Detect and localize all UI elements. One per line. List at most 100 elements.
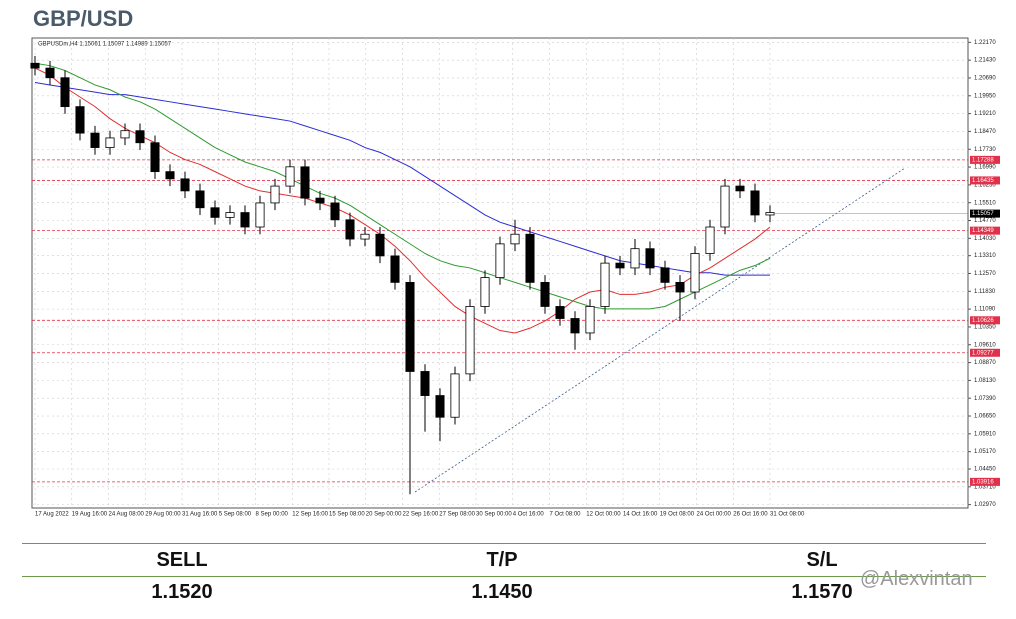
x-tick-label: 7 Oct 08:00 — [550, 512, 582, 518]
candle-body — [660, 267, 670, 283]
candle-body — [750, 190, 760, 216]
candle-body — [705, 226, 715, 254]
trendline — [414, 167, 906, 493]
x-tick-label: 20 Sep 00:00 — [366, 512, 402, 518]
level-label: 1.10626 — [972, 318, 994, 324]
candle-body — [585, 306, 595, 334]
candle-body — [600, 262, 610, 307]
candle-body — [480, 277, 490, 307]
candle-body — [120, 130, 130, 139]
candle-body — [90, 132, 100, 148]
candle-body — [255, 202, 265, 228]
y-tick-label: 1.08130 — [974, 378, 996, 384]
y-tick-label: 1.13310 — [974, 253, 996, 259]
x-tick-label: 12 Oct 00:00 — [586, 512, 621, 518]
x-tick-label: 24 Oct 00:00 — [697, 512, 732, 518]
chart-title: GBP/USD — [33, 6, 133, 31]
x-tick-label: 26 Oct 16:00 — [733, 512, 768, 518]
trade-value: 1.1520 — [151, 581, 213, 603]
candle-body — [135, 130, 145, 144]
level-label: 1.17288 — [972, 157, 994, 163]
x-tick-label: 14 Oct 16:00 — [623, 512, 658, 518]
candle-body — [240, 212, 250, 228]
moving-average — [34, 62, 771, 310]
x-tick-label: 29 Aug 00:00 — [145, 512, 181, 518]
candle-body — [225, 212, 235, 218]
y-tick-label: 1.07390 — [974, 396, 996, 402]
y-tick-label: 1.04450 — [974, 467, 996, 473]
y-tick-label: 1.14030 — [974, 236, 996, 242]
candle-body — [300, 166, 310, 199]
x-tick-label: 24 Aug 08:00 — [109, 512, 145, 518]
table-rule — [22, 543, 986, 544]
candle-body — [615, 262, 625, 269]
y-tick-label: 1.22170 — [974, 40, 996, 46]
candle-body — [285, 166, 295, 187]
candle-body — [105, 137, 115, 148]
level-box — [970, 348, 1000, 357]
y-tick-label: 1.02970 — [974, 502, 996, 508]
trade-value: 1.1570 — [791, 581, 853, 603]
y-tick-label: 1.05170 — [974, 449, 996, 455]
y-tick-label: 1.15510 — [974, 200, 996, 206]
candle-body — [735, 185, 745, 192]
candle-body — [405, 281, 415, 372]
level-box — [970, 477, 1000, 486]
y-tick-label: 1.05910 — [974, 431, 996, 437]
candle-body — [375, 233, 385, 257]
x-tick-label: 19 Oct 08:00 — [660, 512, 695, 518]
x-tick-label: 27 Sep 08:00 — [439, 512, 475, 518]
candle-body — [150, 142, 160, 173]
trade-value: 1.1450 — [471, 581, 533, 603]
x-tick-label: 12 Sep 16:00 — [292, 512, 328, 518]
candle-body — [720, 185, 730, 228]
x-tick-label: 15 Sep 08:00 — [329, 512, 365, 518]
y-tick-label: 1.19950 — [974, 93, 996, 99]
x-tick-label: 4 Oct 16:00 — [513, 512, 545, 518]
x-tick-label: 19 Aug 16:00 — [72, 512, 108, 518]
y-tick-label: 1.06650 — [974, 414, 996, 420]
level-label: 1.16435 — [972, 178, 994, 184]
level-label: 1.14349 — [972, 228, 994, 234]
y-tick-label: 1.11090 — [974, 307, 996, 313]
candle-body — [330, 202, 340, 221]
x-tick-label: 30 Sep 00:00 — [476, 512, 512, 518]
candle-body — [165, 171, 175, 180]
y-tick-label: 1.21430 — [974, 58, 996, 64]
y-tick-label: 1.16990 — [974, 165, 996, 171]
y-tick-label: 1.08870 — [974, 360, 996, 366]
candle-body — [570, 318, 580, 334]
candle-body — [435, 395, 445, 418]
candle-body — [195, 190, 205, 209]
candle-body — [675, 281, 685, 293]
y-tick-label: 1.20690 — [974, 76, 996, 82]
price-box — [970, 209, 1000, 218]
candle-body — [270, 185, 280, 204]
candle-body — [555, 306, 565, 319]
candle-body — [180, 178, 190, 192]
y-tick-label: 1.16250 — [974, 182, 996, 188]
candle-body — [390, 255, 400, 283]
level-box — [970, 316, 1000, 325]
x-tick-label: 22 Sep 16:00 — [403, 512, 439, 518]
watermark: @Alexvintan — [860, 568, 973, 590]
candle-body — [45, 67, 55, 79]
candle-body — [30, 62, 40, 69]
trade-header: S/L — [806, 549, 838, 571]
candle-body — [420, 371, 430, 396]
candle-body — [525, 233, 535, 283]
x-tick-label: 5 Sep 08:00 — [219, 512, 252, 518]
table-rule — [22, 576, 986, 577]
chart-header: GBPUSDm,H4 1.15061 1.15097 1.14989 1.150… — [38, 42, 172, 48]
y-tick-label: 1.14770 — [974, 218, 996, 224]
y-tick-label: 1.12570 — [974, 271, 996, 277]
candle-body — [645, 248, 655, 269]
x-tick-label: 8 Sep 00:00 — [256, 512, 289, 518]
y-tick-label: 1.10350 — [974, 325, 996, 331]
level-label: 1.09277 — [972, 350, 994, 356]
level-label: 1.03916 — [972, 479, 994, 485]
y-tick-label: 1.17730 — [974, 147, 996, 153]
candle-body — [60, 77, 70, 108]
candle-body — [75, 106, 85, 134]
y-tick-label: 1.03710 — [974, 484, 996, 490]
